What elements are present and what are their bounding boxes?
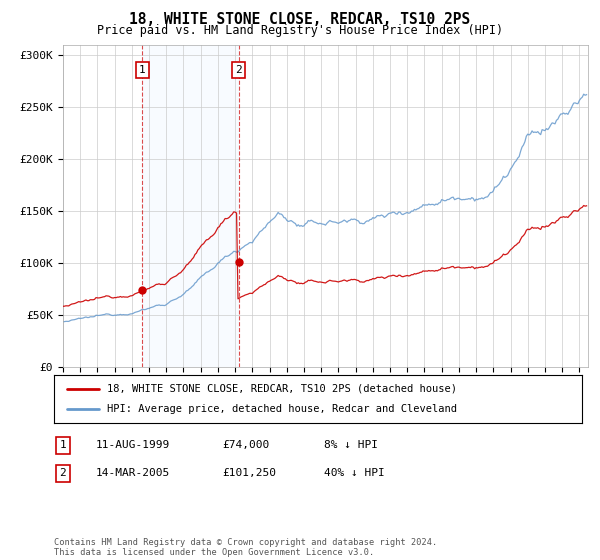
Text: 18, WHITE STONE CLOSE, REDCAR, TS10 2PS (detached house): 18, WHITE STONE CLOSE, REDCAR, TS10 2PS … bbox=[107, 384, 457, 394]
Text: 14-MAR-2005: 14-MAR-2005 bbox=[96, 468, 170, 478]
Bar bbox=[142, 45, 239, 367]
Text: HPI: Average price, detached house, Redcar and Cleveland: HPI: Average price, detached house, Redc… bbox=[107, 404, 457, 414]
Text: 18, WHITE STONE CLOSE, REDCAR, TS10 2PS: 18, WHITE STONE CLOSE, REDCAR, TS10 2PS bbox=[130, 12, 470, 27]
Text: £74,000: £74,000 bbox=[222, 440, 269, 450]
Text: 8% ↓ HPI: 8% ↓ HPI bbox=[324, 440, 378, 450]
Text: Contains HM Land Registry data © Crown copyright and database right 2024.
This d: Contains HM Land Registry data © Crown c… bbox=[54, 538, 437, 557]
Text: 1: 1 bbox=[139, 65, 146, 74]
Text: 2: 2 bbox=[235, 65, 242, 74]
Text: £101,250: £101,250 bbox=[222, 468, 276, 478]
Text: 40% ↓ HPI: 40% ↓ HPI bbox=[324, 468, 385, 478]
Text: 1: 1 bbox=[59, 440, 67, 450]
Text: 2: 2 bbox=[59, 468, 67, 478]
Text: 11-AUG-1999: 11-AUG-1999 bbox=[96, 440, 170, 450]
Text: Price paid vs. HM Land Registry's House Price Index (HPI): Price paid vs. HM Land Registry's House … bbox=[97, 24, 503, 36]
